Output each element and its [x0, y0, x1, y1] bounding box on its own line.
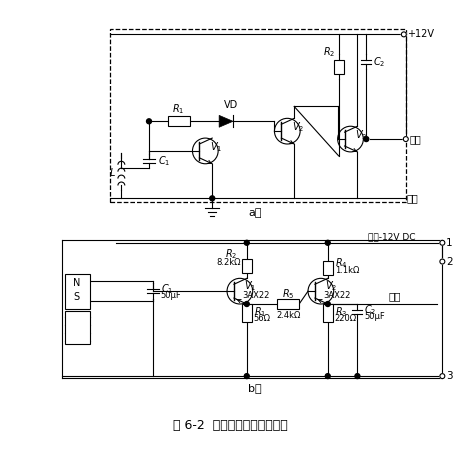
Text: $R_3$: $R_3$ [334, 305, 347, 319]
Circle shape [403, 137, 408, 142]
Text: 8.2kΩ: 8.2kΩ [216, 258, 241, 267]
Text: $C_1$: $C_1$ [157, 154, 170, 168]
Text: $C_2$: $C_2$ [372, 55, 385, 69]
Circle shape [146, 119, 151, 124]
Circle shape [363, 137, 368, 142]
Text: $V_1$: $V_1$ [243, 279, 256, 293]
Text: $R_5$: $R_5$ [281, 287, 294, 301]
Text: +12V: +12V [406, 29, 433, 40]
Circle shape [439, 240, 444, 245]
Bar [322, 261, 332, 275]
Circle shape [244, 374, 249, 378]
Circle shape [354, 374, 359, 378]
Text: b）: b） [247, 383, 261, 393]
Text: $V_2$: $V_2$ [324, 279, 336, 293]
Text: 50μF: 50μF [161, 291, 181, 300]
Text: $C_1$: $C_1$ [161, 282, 173, 296]
Text: S: S [74, 292, 80, 302]
Bar [168, 117, 189, 126]
Circle shape [325, 240, 330, 245]
Circle shape [401, 32, 405, 37]
Text: 1.1kΩ: 1.1kΩ [334, 266, 358, 275]
Text: $R_2$: $R_2$ [224, 247, 237, 261]
Text: N: N [73, 278, 80, 288]
Text: $C_2$: $C_2$ [364, 303, 376, 317]
Circle shape [325, 302, 330, 306]
Bar [333, 60, 343, 74]
Text: 220Ω: 220Ω [334, 315, 356, 324]
Text: $R_2$: $R_2$ [322, 45, 334, 59]
Circle shape [439, 374, 444, 378]
Text: 3AX22: 3AX22 [322, 291, 349, 300]
Bar [322, 304, 332, 322]
Circle shape [439, 259, 444, 264]
Bar [277, 299, 298, 309]
Circle shape [325, 374, 330, 378]
Text: 3AX22: 3AX22 [241, 291, 269, 300]
Text: 信号: 信号 [409, 134, 420, 144]
Text: 电源-12V DC: 电源-12V DC [368, 232, 415, 241]
Bar [109, 29, 405, 202]
Text: $V_3$: $V_3$ [355, 128, 367, 142]
Text: $R_4$: $R_4$ [334, 256, 347, 270]
Polygon shape [218, 115, 232, 127]
Text: 50μF: 50μF [364, 312, 384, 321]
Circle shape [209, 196, 214, 201]
Text: VD: VD [224, 100, 238, 110]
Text: 1: 1 [445, 238, 452, 248]
Text: 2: 2 [445, 256, 452, 266]
Text: 56Ω: 56Ω [253, 315, 270, 324]
Text: 2.4kΩ: 2.4kΩ [275, 311, 300, 320]
Bar [65, 274, 90, 309]
Text: $R_1$: $R_1$ [172, 103, 185, 117]
Text: 接地: 接地 [406, 194, 418, 203]
Bar [241, 259, 251, 274]
Text: $V_2$: $V_2$ [291, 120, 304, 134]
Text: 3: 3 [445, 371, 452, 381]
Circle shape [244, 302, 249, 306]
Text: $V_1$: $V_1$ [210, 140, 222, 154]
Text: $L$: $L$ [109, 166, 116, 178]
Text: 图 6-2  前置放大器电气原理图: 图 6-2 前置放大器电气原理图 [172, 419, 287, 432]
Circle shape [244, 240, 249, 245]
Bar [65, 311, 90, 343]
Text: $R_1$: $R_1$ [253, 305, 265, 319]
Text: 输出: 输出 [387, 291, 400, 301]
Text: a）: a） [247, 208, 261, 218]
Bar [241, 304, 251, 322]
